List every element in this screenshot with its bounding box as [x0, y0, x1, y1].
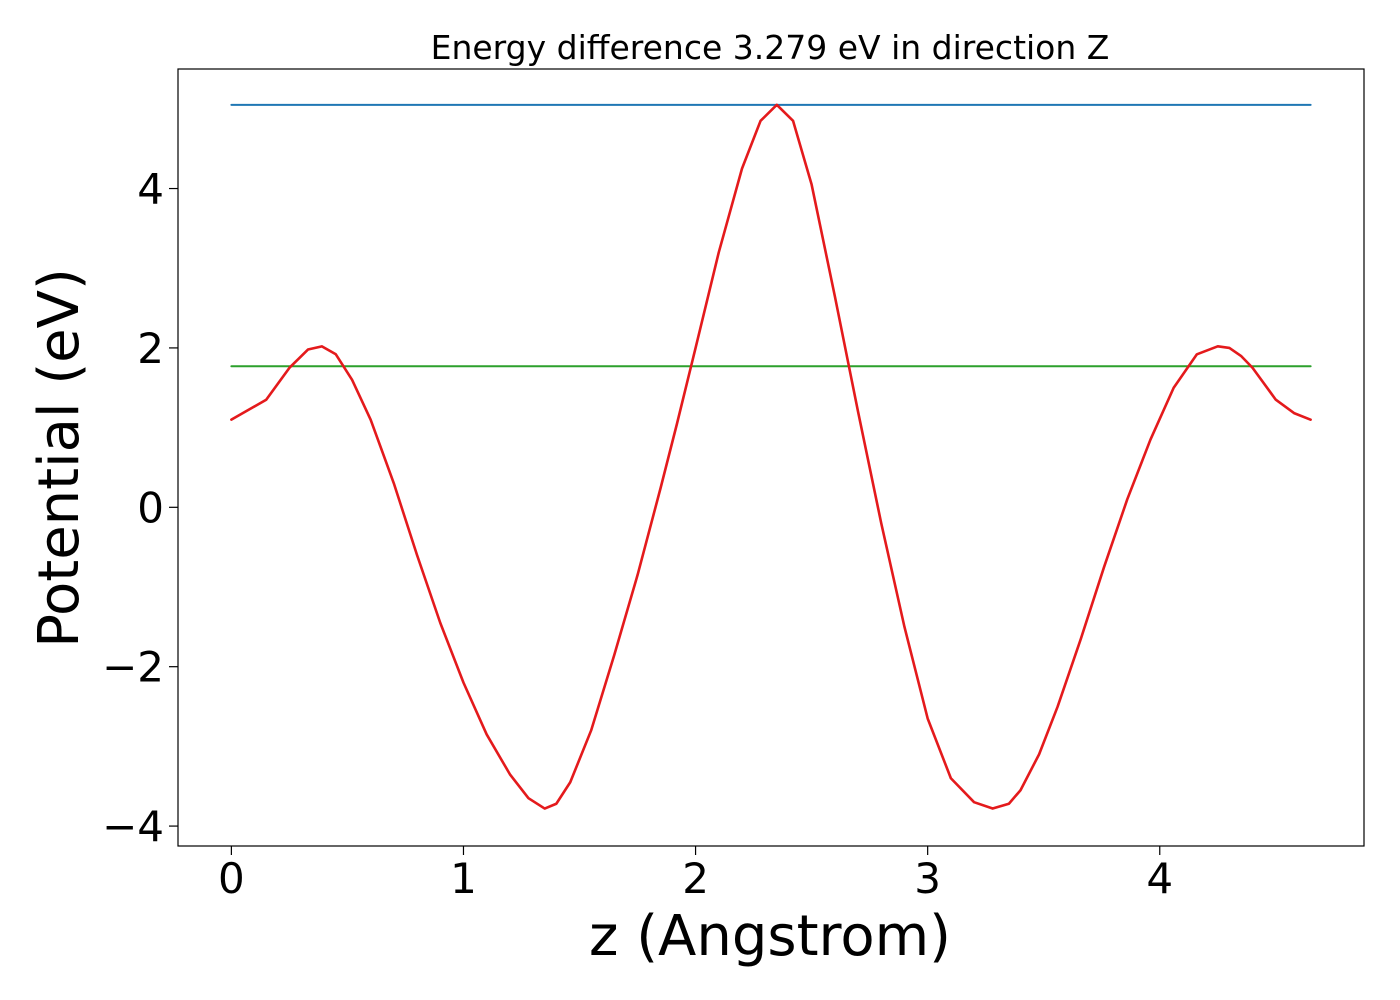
y-tick-label: 4 [137, 165, 164, 214]
x-tick-label: 3 [914, 854, 941, 903]
x-tick-label: 4 [1146, 854, 1173, 903]
y-axis: −4 −2 0 2 4 [102, 165, 178, 851]
series-line-potential [230, 103, 1312, 810]
chart-title: Energy difference 3.279 eV in direction … [431, 28, 1110, 67]
x-tick-label: 0 [218, 854, 245, 903]
plot-frame [177, 68, 1365, 847]
y-axis-label: Potential (eV) [27, 268, 92, 648]
x-axis: 0 1 2 3 4 [218, 846, 1173, 903]
x-tick-label: 2 [682, 854, 709, 903]
x-axis-label: z (Angstrom) [589, 904, 951, 969]
plot-area [230, 103, 1312, 810]
y-tick-label: 0 [137, 483, 164, 532]
y-tick-label: 2 [137, 324, 164, 373]
x-tick-label: 1 [450, 854, 477, 903]
y-tick-label: −2 [102, 643, 164, 692]
y-tick-label: −4 [102, 802, 164, 851]
